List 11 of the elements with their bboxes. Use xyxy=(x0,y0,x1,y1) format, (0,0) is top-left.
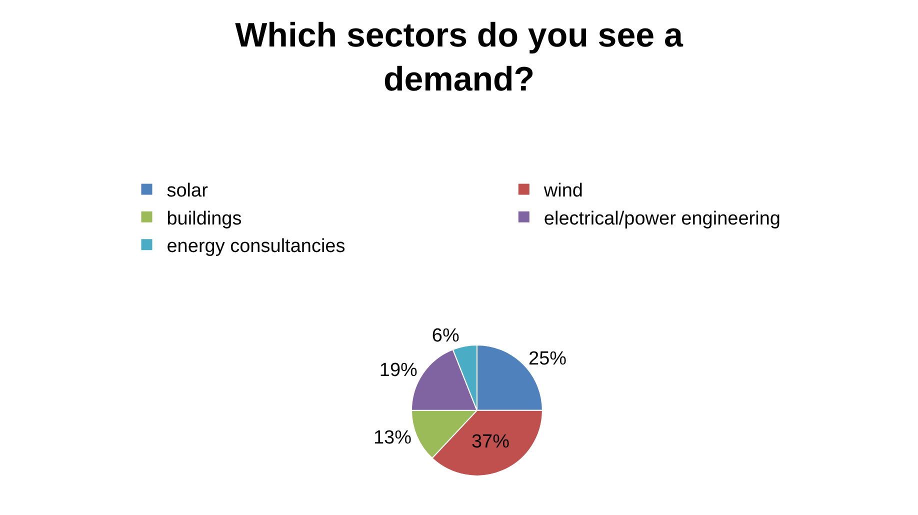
chart-title: Which sectors do you see a demand? xyxy=(235,16,684,99)
legend-label: solar xyxy=(166,180,209,202)
data-label: 25% xyxy=(528,348,567,370)
data-label: 13% xyxy=(373,428,412,449)
legend-label: energy consultancies xyxy=(166,236,346,258)
legend-label: buildings xyxy=(166,208,242,230)
data-label: 37% xyxy=(471,431,510,452)
data-label: 6% xyxy=(432,325,460,346)
legend-label: wind xyxy=(542,180,583,202)
legend-label: electrical/power engineering xyxy=(544,208,780,230)
data-label: 19% xyxy=(379,360,418,381)
